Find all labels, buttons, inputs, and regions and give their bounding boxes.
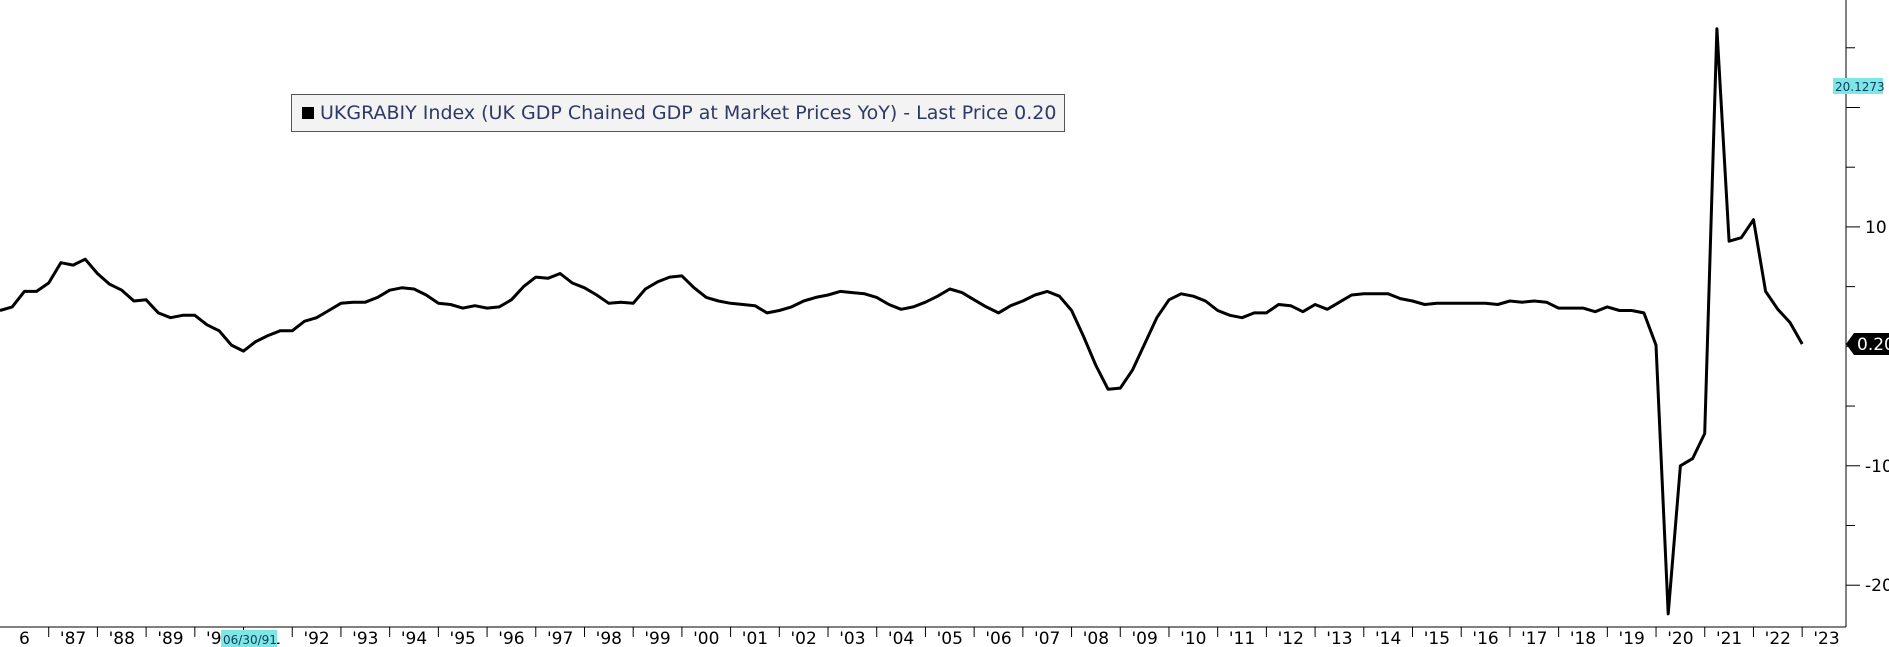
x-tick-label: '99: [644, 629, 670, 647]
crosshair-date-badge: [221, 630, 277, 647]
x-tick-label: '05: [937, 629, 963, 647]
x-tick-label: '17: [1521, 629, 1547, 647]
value-badges: 0.20 20.1273 06/30/91: [221, 78, 1889, 647]
x-tick-label: '02: [791, 629, 817, 647]
x-tick-label: '03: [839, 629, 865, 647]
last-price-label: 0.20: [1857, 335, 1889, 355]
x-tick-label: '23: [1813, 629, 1839, 647]
x-axis: 6'87'88'89'90'91'92'93'94'95'96'97'98'99…: [19, 627, 1840, 647]
x-tick-label: '07: [1034, 629, 1060, 647]
x-tick-label: '22: [1765, 629, 1791, 647]
x-tick-label: '94: [401, 629, 427, 647]
x-tick-label: '09: [1131, 629, 1157, 647]
x-tick-label: '13: [1326, 629, 1352, 647]
crosshair-date-label: 06/30/91: [223, 633, 277, 647]
last-price-badge: [1846, 332, 1889, 355]
x-tick-label: '21: [1716, 629, 1742, 647]
y-tick-label: -20: [1865, 576, 1889, 596]
x-tick-label: '06: [985, 629, 1011, 647]
x-tick-label: '00: [693, 629, 719, 647]
y-tick-label: 10: [1865, 218, 1887, 238]
x-tick-label: '18: [1570, 629, 1596, 647]
x-tick-label: '93: [352, 629, 378, 647]
x-tick-label: '11: [1229, 629, 1255, 647]
x-tick-label: '98: [596, 629, 622, 647]
plot-area: [0, 27, 1804, 616]
x-tick-label: '08: [1083, 629, 1109, 647]
legend-swatch: [302, 107, 314, 119]
x-tick-label: '19: [1619, 629, 1645, 647]
x-tick-label: '92: [303, 629, 329, 647]
y-axis: -20 -10 10: [1846, 47, 1889, 596]
max-value-label: 20.1273: [1835, 80, 1885, 94]
x-tick-label: '87: [60, 629, 86, 647]
x-tick-label: '12: [1278, 629, 1304, 647]
x-tick-label: '96: [498, 629, 524, 647]
x-tick-label: '89: [157, 629, 183, 647]
legend: UKGRABIY Index (UK GDP Chained GDP at Ma…: [291, 94, 1066, 132]
x-tick-label: '88: [109, 629, 135, 647]
x-tick-label: '95: [450, 629, 476, 647]
x-tick-label: '20: [1667, 629, 1693, 647]
x-tick-label: '01: [742, 629, 768, 647]
x-tick-label: '16: [1472, 629, 1498, 647]
x-tick-label: 6: [19, 629, 30, 647]
y-tick-label: -10: [1865, 457, 1889, 477]
x-tick-label: '04: [888, 629, 914, 647]
x-tick-label: '97: [547, 629, 573, 647]
x-tick-label: '10: [1180, 629, 1206, 647]
legend-label: UKGRABIY Index (UK GDP Chained GDP at Ma…: [320, 102, 1057, 124]
max-value-badge: [1833, 78, 1883, 94]
x-tick-label: '14: [1375, 629, 1401, 647]
series-line: [0, 27, 1804, 616]
x-tick-label: '15: [1424, 629, 1450, 647]
